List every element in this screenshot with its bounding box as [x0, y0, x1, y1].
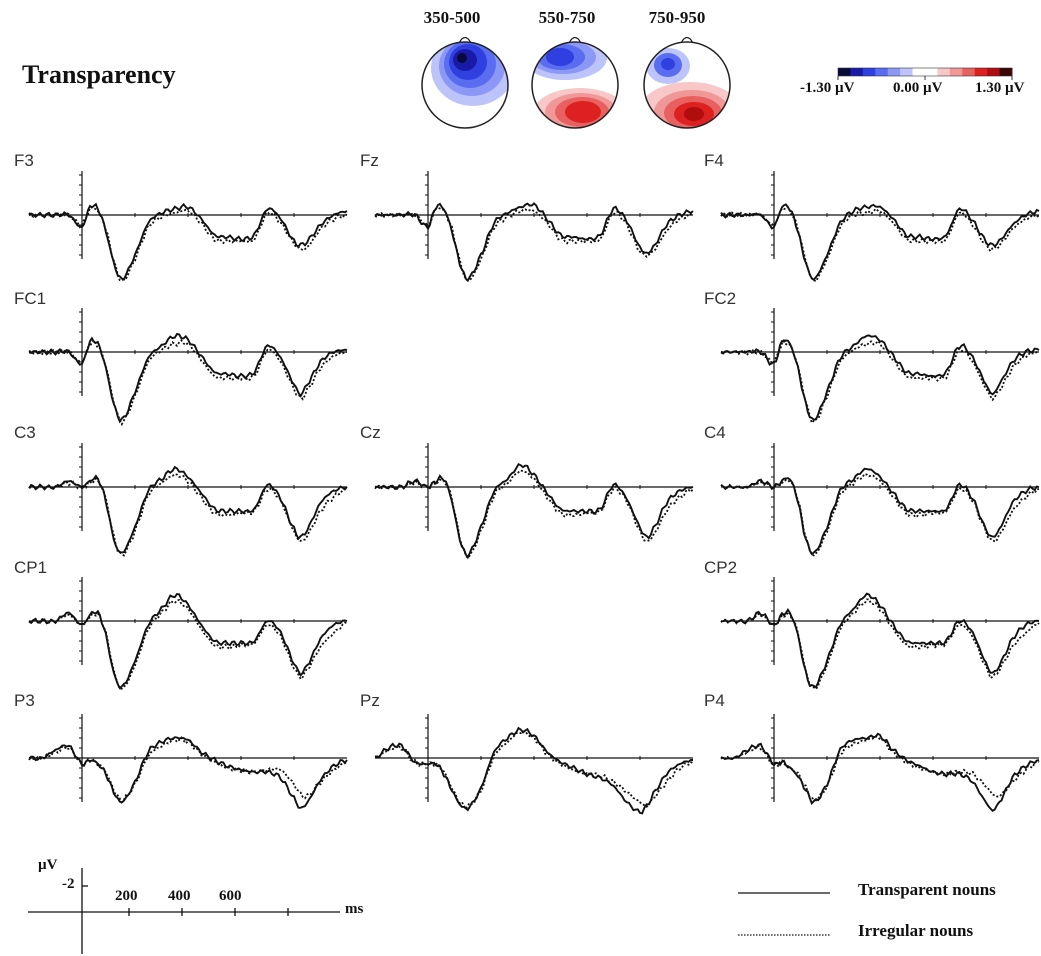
waveform-transparent-pz: [374, 726, 693, 815]
channel-label-p3: P3: [14, 691, 35, 710]
waveform-irregular-cz: [374, 469, 694, 560]
colorbar-segment: [887, 68, 901, 76]
scale-tick-400: 400: [168, 888, 191, 904]
erp-panel-p3: [28, 714, 348, 809]
legend-irregular-label: Irregular nouns: [858, 921, 974, 940]
scale-tick-600: 600: [219, 888, 242, 904]
colorbar-segment: [875, 68, 889, 76]
channel-label-cp1: CP1: [14, 558, 48, 577]
waveform-transparent-c3: [28, 465, 348, 554]
erp-panel-f3: [28, 171, 348, 282]
colorbar-segment: [962, 68, 976, 76]
colorbar-segment: [987, 68, 1001, 76]
colorbar-segment: [974, 68, 988, 76]
erp-panel-p4: [720, 714, 1040, 813]
scale-tick-200: 200: [115, 888, 138, 904]
waveform-transparent-fc2: [720, 334, 1040, 421]
erp-panel-cp1: [28, 577, 348, 690]
colorbar-segment: [850, 68, 864, 76]
topomap-350-500: [421, 36, 509, 129]
waveform-irregular-fc2: [720, 338, 1039, 425]
topomap-550-750: [531, 36, 619, 129]
colorbar-segment: [925, 68, 938, 76]
waveform-transparent-p3: [28, 736, 348, 809]
waveform-transparent-fz: [374, 202, 694, 283]
colorbar-segment: [838, 68, 851, 76]
erp-panel-cz: [374, 443, 694, 560]
erp-panel-cp2: [720, 577, 1040, 691]
waveform-irregular-pz: [374, 729, 694, 811]
legend-transparent-label: Transparent nouns: [858, 880, 996, 899]
waveform-transparent-c4: [720, 467, 1040, 556]
colorbar-segment: [900, 68, 914, 76]
waveform-transparent-cp1: [28, 592, 348, 690]
waveform-transparent-fc1: [28, 332, 348, 424]
waveform-irregular-fz: [374, 206, 694, 282]
channel-label-fc2: FC2: [704, 289, 737, 308]
channel-label-pz: Pz: [360, 691, 380, 710]
waveform-transparent-f3: [28, 202, 348, 281]
waveform-irregular-p3: [28, 736, 348, 804]
waveform-irregular-c3: [28, 473, 348, 557]
waveform-transparent-cz: [374, 462, 694, 560]
channel-label-f3: F3: [14, 151, 34, 170]
scale-bar: [28, 868, 340, 954]
colorbar-segment: [912, 68, 926, 76]
scale-time-unit: ms: [345, 901, 364, 917]
scale-amp-label: -2: [62, 876, 75, 892]
figure-title: Transparency: [22, 60, 176, 89]
channel-label-c4: C4: [704, 423, 726, 442]
topomap-750-950: [643, 36, 731, 129]
colorbar-max-label: 1.30 µV: [975, 80, 1025, 96]
colorbar-segment: [937, 68, 951, 76]
erp-panel-f4: [720, 171, 1040, 283]
waveform-transparent-p4: [720, 732, 1040, 813]
channel-label-p4: P4: [704, 691, 725, 710]
waveform-irregular-cp2: [720, 598, 1040, 691]
erp-panel-fc1: [28, 308, 348, 427]
colorbar-min-label: -1.30 µV: [800, 80, 855, 96]
waveform-irregular-f3: [28, 205, 348, 282]
channel-label-c3: C3: [14, 423, 36, 442]
channel-label-cz: Cz: [360, 423, 381, 442]
colorbar-segment: [862, 68, 876, 76]
erp-panel-fz: [374, 171, 694, 283]
waveform-transparent-cp2: [720, 592, 1040, 689]
colorbar-segment: [949, 68, 963, 76]
waveform-transparent-f4: [720, 203, 1040, 282]
scale-unit-label: µV: [38, 857, 58, 873]
erp-panel-fc2: [720, 308, 1040, 425]
erp-panel-c4: [720, 443, 1040, 557]
colorbar-segment: [999, 68, 1013, 76]
colorbar-mid-label: 0.00 µV: [893, 80, 943, 96]
channel-label-fc1: FC1: [14, 289, 47, 308]
channel-label-f4: F4: [704, 151, 724, 170]
waveform-irregular-cp1: [28, 599, 348, 690]
erp-panel-pz: [374, 714, 694, 815]
topomap-label-3: 750-950: [648, 8, 706, 27]
colorbar: [837, 67, 1013, 80]
erp-panel-c3: [28, 443, 348, 557]
channel-label-fz: Fz: [360, 151, 379, 170]
topomap-label-1: 350-500: [423, 8, 481, 27]
erp-panels: [28, 171, 1040, 815]
topomap-label-2: 550-750: [538, 8, 596, 27]
waveform-irregular-p4: [720, 735, 1040, 802]
channel-label-cp2: CP2: [704, 558, 738, 577]
